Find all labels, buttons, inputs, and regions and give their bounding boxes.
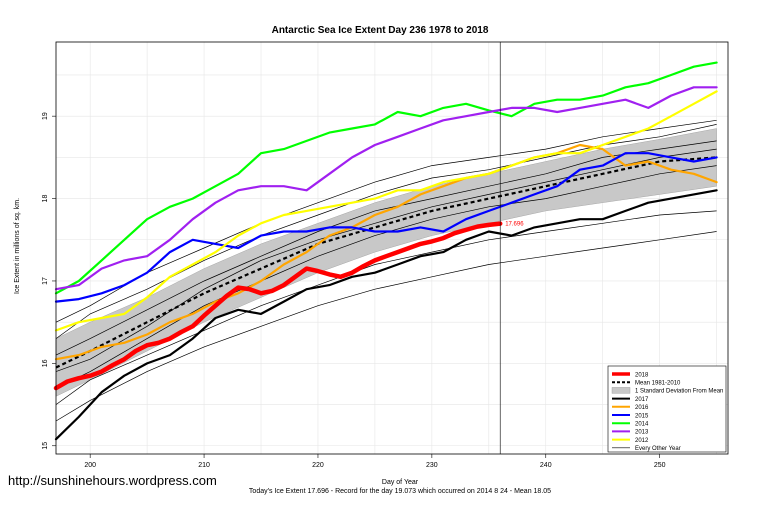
series-line-2018 [53,221,503,391]
legend: 2018 Mean 1981-2010 1 Standard Deviation F… [607,365,727,453]
legend-label: 1 Standard Deviation From Mean [635,389,723,395]
x-tick-label: 230 [426,462,438,469]
legend-label: 2015 [635,413,649,419]
legend-label: 2013 [635,430,649,436]
series-line-2016 [54,143,718,361]
series-line-2017 [54,189,718,441]
plot-frame [55,41,729,455]
chart-title: Antarctic Sea Ice Extent Day 236 1978 to… [272,25,489,36]
legend-label: Every Other Year [635,446,681,452]
series-line-other-year [55,148,717,372]
series-line-other-year [55,140,717,356]
watermark-url: http://sunshinehours.wordpress.com [8,473,217,488]
series-line-2014 [54,61,718,295]
std-dev-band-area [55,128,717,397]
x-axis-label: Day of Year [382,479,419,486]
legend-box [607,365,727,453]
series-line-other-year [55,165,717,389]
x-tick-label: 250 [654,462,666,469]
legend-label: 2016 [635,405,649,411]
footer-stats: Today's Ice Extent 17.696 - Record for t… [249,488,551,495]
series-line-2015 [54,152,718,303]
legend-swatch-band [611,387,631,394]
legend-label: 2012 [635,438,649,444]
y-tick-label: 17 [42,277,49,285]
series-line-2012 [54,90,718,332]
series-line-other-year [55,231,717,422]
x-tick-label: 240 [540,462,552,469]
std-dev-band [55,128,717,397]
current-value-label: 17.696 [505,222,524,228]
legend-label: 2014 [635,422,649,428]
legend-label: 2017 [635,397,649,403]
axes: 200 210 220 230 240 250 15 16 17 18 19 [42,41,729,469]
series-line-other-year [55,210,717,405]
x-tick-label: 200 [84,462,96,469]
y-tick-label: 15 [42,442,49,450]
y-tick-label: 16 [42,359,49,367]
legend-label: Mean 1981-2010 [635,381,681,387]
x-tick-label: 220 [312,462,324,469]
y-axis-label: Ice Extent in millions of sq. km. [14,198,21,294]
series-line-2013 [54,86,718,291]
y-tick-label: 19 [42,112,49,120]
legend-label: 2018 [635,372,649,378]
y-tick-label: 18 [42,195,49,203]
x-tick-label: 210 [198,462,210,469]
series-line-mean [55,156,717,369]
series-lines: 17.696 [53,42,718,454]
